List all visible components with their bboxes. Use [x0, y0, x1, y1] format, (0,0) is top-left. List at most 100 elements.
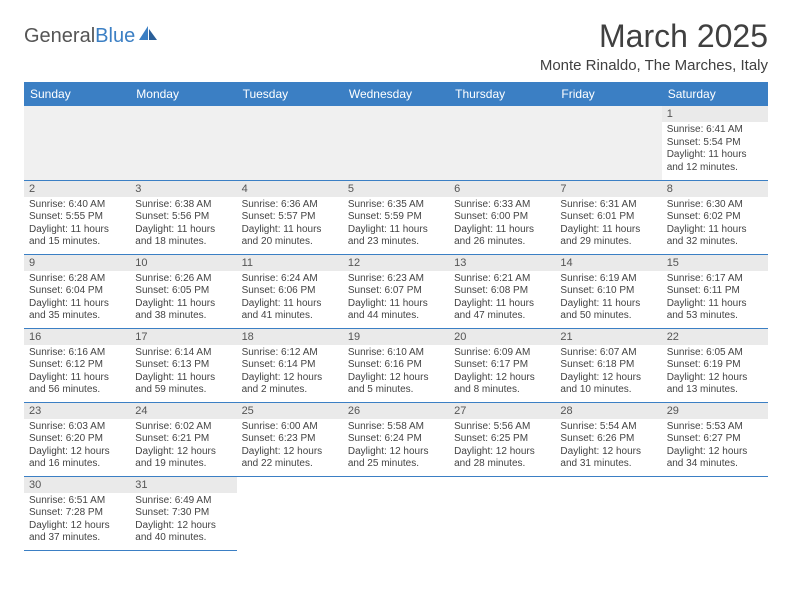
brand-part2: Blue — [95, 25, 135, 48]
day-number: 3 — [130, 181, 236, 197]
day-number: 9 — [24, 255, 130, 271]
sunset-text: Sunset: 6:04 PM — [29, 285, 125, 298]
month-title: March 2025 — [540, 18, 768, 55]
day-cell: 22 Sunrise: 6:05 AMSunset: 6:19 PMDayligh… — [662, 328, 768, 402]
sunrise-text: Sunrise: 6:40 AM — [29, 199, 125, 212]
sunset-text: Sunset: 6:14 PM — [242, 359, 338, 372]
sunrise-text: Sunrise: 6:24 AM — [242, 273, 338, 286]
sunset-text: Sunset: 6:17 PM — [454, 359, 550, 372]
day-header: Monday — [130, 82, 236, 106]
sunrise-text: Sunrise: 5:53 AM — [667, 421, 763, 434]
day-info: Sunrise: 6:05 AMSunset: 6:19 PMDaylight:… — [667, 347, 763, 397]
empty-cell — [24, 106, 130, 180]
day-number: 21 — [555, 329, 661, 345]
day-cell: 7Sunrise: 6:31 AMSunset: 6:01 PMDaylight… — [555, 180, 661, 254]
day-number: 24 — [130, 403, 236, 419]
day-cell: 30Sunrise: 6:51 AMSunset: 7:28 PMDayligh… — [24, 476, 130, 550]
daylight-text: Daylight: 12 hours and 31 minutes. — [560, 446, 656, 471]
sunrise-text: Sunrise: 5:54 AM — [560, 421, 656, 434]
sunrise-text: Sunrise: 5:58 AM — [348, 421, 444, 434]
day-number: 19 — [343, 329, 449, 345]
day-number: 25 — [237, 403, 343, 419]
day-cell: 23Sunrise: 6:03 AMSunset: 6:20 PMDayligh… — [24, 402, 130, 476]
daylight-text: Daylight: 11 hours and 18 minutes. — [135, 224, 231, 249]
daylight-text: Daylight: 11 hours and 47 minutes. — [454, 298, 550, 323]
sunrise-text: Sunrise: 6:10 AM — [348, 347, 444, 360]
sunrise-text: Sunrise: 6:51 AM — [29, 495, 125, 508]
daylight-text: Daylight: 11 hours and 35 minutes. — [29, 298, 125, 323]
sunrise-text: Sunrise: 6:26 AM — [135, 273, 231, 286]
calendar-table: SundayMondayTuesdayWednesdayThursdayFrid… — [24, 82, 768, 551]
daylight-text: Daylight: 11 hours and 38 minutes. — [135, 298, 231, 323]
sunset-text: Sunset: 7:28 PM — [29, 507, 125, 520]
empty-cell — [343, 476, 449, 550]
day-header: Wednesday — [343, 82, 449, 106]
day-header: Sunday — [24, 82, 130, 106]
day-cell: 13Sunrise: 6:21 AMSunset: 6:08 PMDayligh… — [449, 254, 555, 328]
day-cell: 1Sunrise: 6:41 AMSunset: 5:54 PMDaylight… — [662, 106, 768, 180]
day-number: 28 — [555, 403, 661, 419]
day-cell: 27Sunrise: 5:56 AMSunset: 6:25 PMDayligh… — [449, 402, 555, 476]
day-cell: 16Sunrise: 6:16 AMSunset: 6:12 PMDayligh… — [24, 328, 130, 402]
day-number: 11 — [237, 255, 343, 271]
daylight-text: Daylight: 11 hours and 20 minutes. — [242, 224, 338, 249]
day-cell: 10Sunrise: 6:26 AMSunset: 6:05 PMDayligh… — [130, 254, 236, 328]
sunset-text: Sunset: 6:23 PM — [242, 433, 338, 446]
empty-cell — [237, 476, 343, 550]
sunset-text: Sunset: 5:55 PM — [29, 211, 125, 224]
daylight-text: Daylight: 11 hours and 29 minutes. — [560, 224, 656, 249]
day-number: 20 — [449, 329, 555, 345]
sunset-text: Sunset: 6:21 PM — [135, 433, 231, 446]
day-number: 16 — [24, 329, 130, 345]
sunrise-text: Sunrise: 6:16 AM — [29, 347, 125, 360]
sunset-text: Sunset: 6:16 PM — [348, 359, 444, 372]
daylight-text: Daylight: 11 hours and 53 minutes. — [667, 298, 763, 323]
sunrise-text: Sunrise: 6:05 AM — [667, 347, 763, 360]
day-info: Sunrise: 6:17 AMSunset: 6:11 PMDaylight:… — [667, 273, 763, 323]
sunset-text: Sunset: 6:08 PM — [454, 285, 550, 298]
day-header: Friday — [555, 82, 661, 106]
location-text: Monte Rinaldo, The Marches, Italy — [540, 57, 768, 74]
day-info: Sunrise: 6:31 AMSunset: 6:01 PMDaylight:… — [560, 199, 656, 249]
sunset-text: Sunset: 6:24 PM — [348, 433, 444, 446]
sunset-text: Sunset: 6:11 PM — [667, 285, 763, 298]
day-number: 2 — [24, 181, 130, 197]
day-number: 26 — [343, 403, 449, 419]
daylight-text: Daylight: 11 hours and 15 minutes. — [29, 224, 125, 249]
sunset-text: Sunset: 6:02 PM — [667, 211, 763, 224]
day-info: Sunrise: 6:12 AMSunset: 6:14 PMDaylight:… — [242, 347, 338, 397]
daylight-text: Daylight: 12 hours and 10 minutes. — [560, 372, 656, 397]
day-cell: 29Sunrise: 5:53 AMSunset: 6:27 PMDayligh… — [662, 402, 768, 476]
sunrise-text: Sunrise: 6:38 AM — [135, 199, 231, 212]
day-number: 22 — [662, 329, 768, 345]
day-number: 17 — [130, 329, 236, 345]
day-cell: 9Sunrise: 6:28 AMSunset: 6:04 PMDaylight… — [24, 254, 130, 328]
day-number: 8 — [662, 181, 768, 197]
day-header-row: SundayMondayTuesdayWednesdayThursdayFrid… — [24, 82, 768, 106]
sunrise-text: Sunrise: 6:49 AM — [135, 495, 231, 508]
sunset-text: Sunset: 6:06 PM — [242, 285, 338, 298]
sunrise-text: Sunrise: 6:36 AM — [242, 199, 338, 212]
day-header: Saturday — [662, 82, 768, 106]
day-info: Sunrise: 5:58 AMSunset: 6:24 PMDaylight:… — [348, 421, 444, 471]
day-info: Sunrise: 6:03 AMSunset: 6:20 PMDaylight:… — [29, 421, 125, 471]
day-cell: 21Sunrise: 6:07 AMSunset: 6:18 PMDayligh… — [555, 328, 661, 402]
day-cell: 20Sunrise: 6:09 AMSunset: 6:17 PMDayligh… — [449, 328, 555, 402]
daylight-text: Daylight: 11 hours and 23 minutes. — [348, 224, 444, 249]
brand-logo: GeneralBlue — [24, 18, 159, 48]
sunrise-text: Sunrise: 6:31 AM — [560, 199, 656, 212]
daylight-text: Daylight: 11 hours and 50 minutes. — [560, 298, 656, 323]
day-info: Sunrise: 6:23 AMSunset: 6:07 PMDaylight:… — [348, 273, 444, 323]
sunset-text: Sunset: 6:26 PM — [560, 433, 656, 446]
sunset-text: Sunset: 5:57 PM — [242, 211, 338, 224]
sunset-text: Sunset: 6:07 PM — [348, 285, 444, 298]
sunrise-text: Sunrise: 6:35 AM — [348, 199, 444, 212]
day-info: Sunrise: 6:14 AMSunset: 6:13 PMDaylight:… — [135, 347, 231, 397]
day-number: 27 — [449, 403, 555, 419]
daylight-text: Daylight: 11 hours and 12 minutes. — [667, 149, 763, 174]
day-info: Sunrise: 6:49 AMSunset: 7:30 PMDaylight:… — [135, 495, 231, 545]
sunset-text: Sunset: 6:01 PM — [560, 211, 656, 224]
day-cell: 14Sunrise: 6:19 AMSunset: 6:10 PMDayligh… — [555, 254, 661, 328]
empty-cell — [343, 106, 449, 180]
daylight-text: Daylight: 12 hours and 8 minutes. — [454, 372, 550, 397]
